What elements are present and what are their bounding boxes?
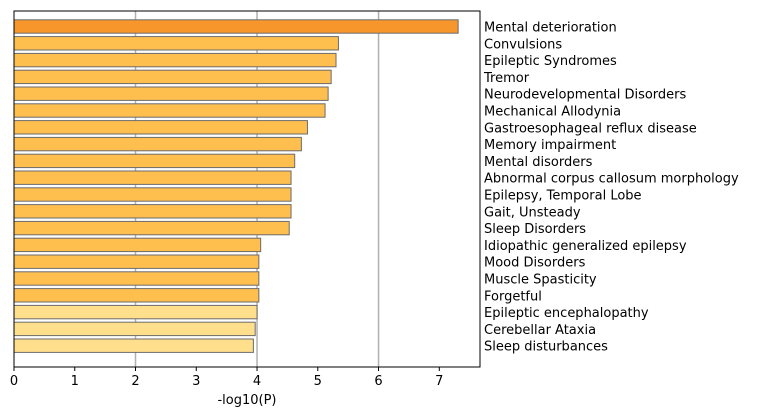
- category-label: Gait, Unsteady: [484, 205, 581, 220]
- x-tick-label: 5: [314, 374, 322, 389]
- bars: [13, 19, 459, 353]
- bar: [13, 254, 260, 269]
- x-tick-label: 1: [71, 374, 79, 389]
- bar: [13, 69, 332, 85]
- x-tick-label: 2: [131, 374, 139, 389]
- category-label: Forgetful: [484, 289, 542, 304]
- x-tick-label: 6: [374, 374, 382, 389]
- bar: [13, 19, 459, 34]
- category-label: Convulsions: [484, 37, 562, 52]
- bar: [13, 36, 339, 51]
- bar: [13, 288, 260, 303]
- bar: [13, 220, 290, 236]
- category-label: Muscle Spasticity: [484, 273, 597, 288]
- category-label: Mood Disorders: [484, 256, 586, 271]
- x-axis-ticks: 0 1 2 3 4 5 6 7: [10, 367, 443, 389]
- bar: [13, 338, 254, 353]
- bar: [13, 204, 292, 219]
- bar: [13, 187, 292, 202]
- category-label: Sleep disturbances: [484, 340, 608, 355]
- bar: [13, 153, 296, 169]
- bar: [13, 52, 337, 68]
- category-label: Mental disorders: [484, 155, 593, 170]
- category-label: Sleep Disorders: [484, 222, 586, 237]
- bar: [13, 304, 258, 320]
- bar: [13, 136, 302, 152]
- x-tick-label: 3: [192, 374, 200, 389]
- x-tick-label: 4: [253, 374, 261, 389]
- category-label: Tremor: [483, 71, 530, 86]
- bar: [13, 120, 308, 135]
- bar: [13, 86, 329, 101]
- category-label: Epileptic Syndromes: [484, 54, 617, 69]
- category-label: Mental deterioration: [484, 21, 617, 36]
- x-tick-label: 7: [435, 374, 443, 389]
- category-label: Neurodevelopmental Disorders: [484, 88, 687, 103]
- bar: [13, 321, 256, 337]
- bar: [13, 103, 326, 118]
- category-label: Idiopathic generalized epilepsy: [484, 239, 687, 254]
- category-label: Epileptic encephalopathy: [484, 306, 649, 321]
- category-label: Gastroesophageal reflux disease: [484, 121, 697, 136]
- bar: [13, 271, 260, 286]
- x-axis-label: -log10(P): [217, 393, 276, 408]
- x-tick-label: 0: [10, 374, 18, 389]
- bar: [13, 170, 292, 185]
- plot-frame: [13, 10, 481, 368]
- category-label: Epilepsy, Temporal Lobe: [484, 189, 642, 204]
- bar: [13, 237, 262, 253]
- category-label: Memory impairment: [484, 138, 616, 153]
- category-label: Mechanical Allodynia: [484, 105, 621, 120]
- category-label: Abnormal corpus callosum morphology: [484, 172, 739, 187]
- category-label: Cerebellar Ataxia: [484, 323, 596, 338]
